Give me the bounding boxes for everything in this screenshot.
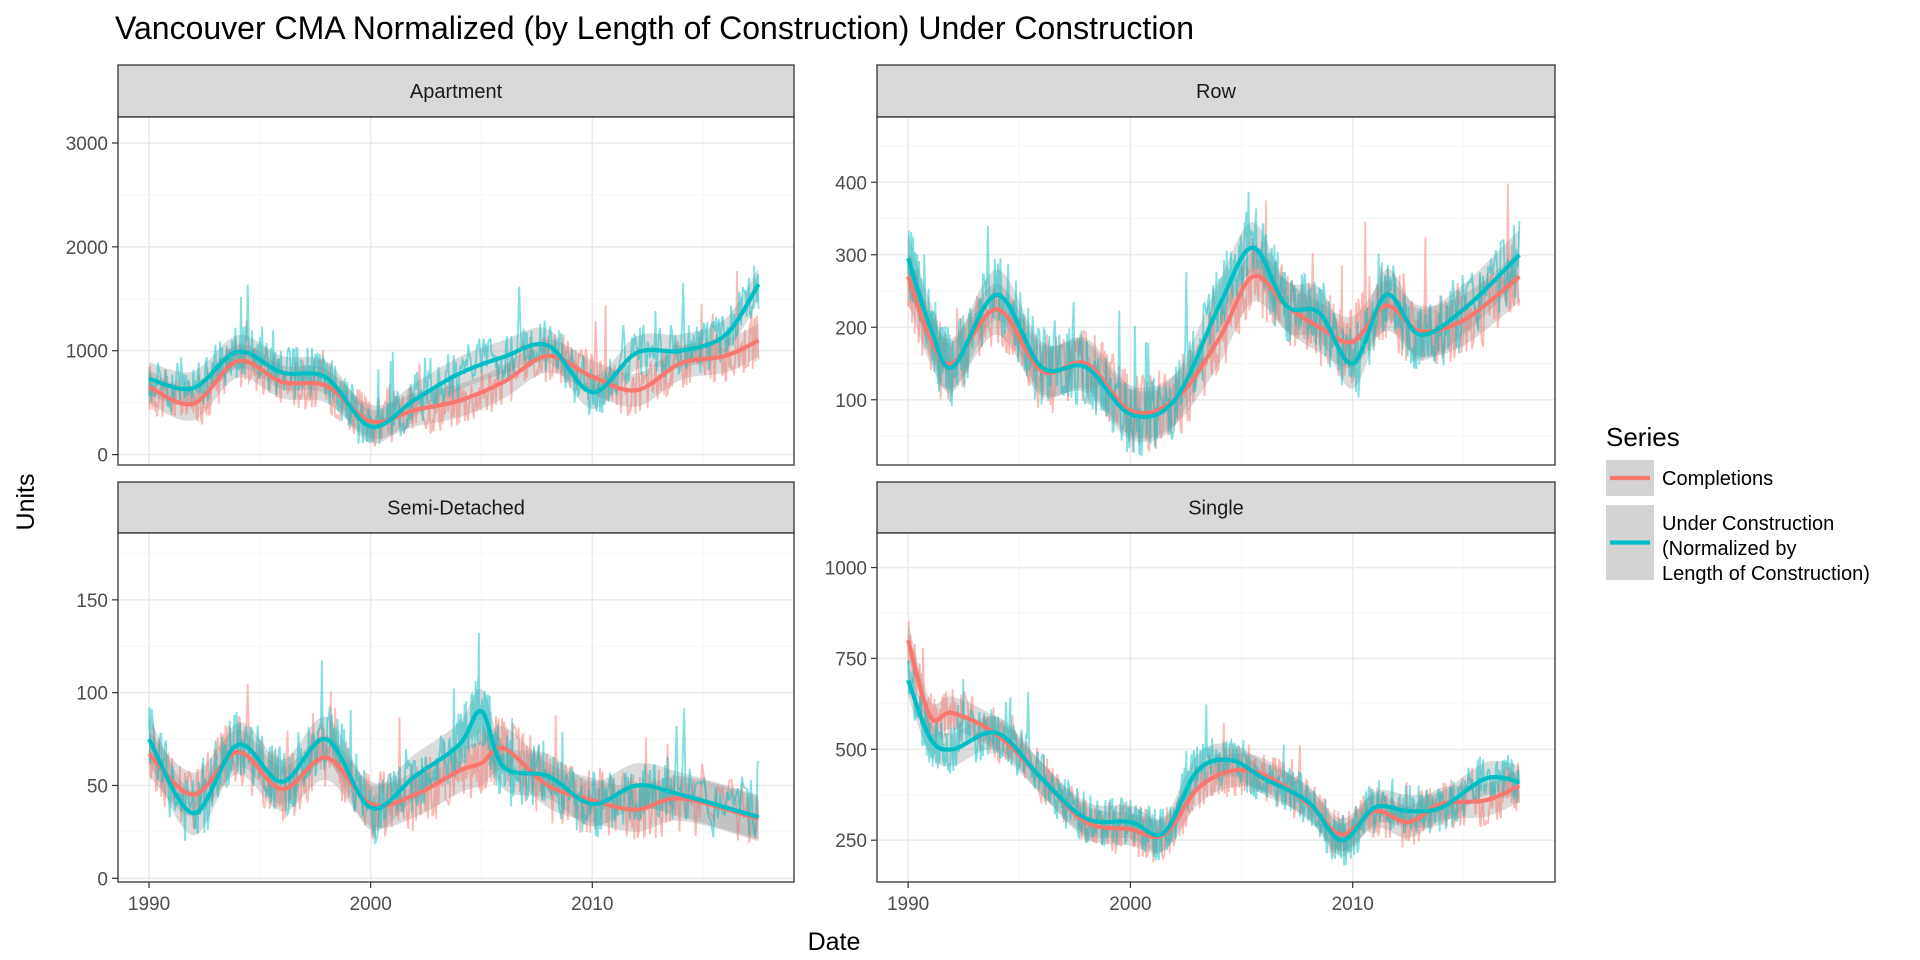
panel-border: [876, 116, 1556, 466]
legend-entry-label: Under Construction: [1662, 513, 1834, 535]
legend-entry-label: Length of Construction): [1662, 563, 1870, 585]
y-tick-label: 0: [97, 869, 108, 890]
y-tick-label: 400: [835, 173, 867, 194]
legend: Series Completions Under Construction (Nor…: [1606, 422, 1870, 585]
y-tick-label: 300: [835, 246, 867, 267]
panel-border: [876, 532, 1556, 883]
series-raw-line: [907, 660, 1521, 866]
y-tick-label: 500: [835, 740, 867, 761]
y-tick-label: 3000: [66, 134, 108, 155]
facet-panel-apartment: Apartment 0 1000 2000 3000: [66, 64, 795, 467]
x-tick-label: 2010: [1332, 894, 1374, 915]
facet-strip-label: Row: [1196, 81, 1237, 103]
series-raw-line: [907, 191, 1521, 457]
series-smooth-line: [906, 679, 1520, 843]
x-tick-label: 1990: [887, 894, 929, 915]
legend-title: Series: [1606, 422, 1680, 452]
series-smooth-line: [906, 245, 1521, 419]
y-tick-label: 150: [76, 591, 108, 612]
x-axis-title: Date: [808, 928, 861, 956]
facet-strip: [876, 64, 1556, 118]
y-axis-title: Units: [12, 474, 40, 531]
facet-panels: Apartment0100020003000Row100200300400Sem…: [66, 64, 1556, 915]
panel-background: [118, 533, 794, 882]
facet-strip: [117, 64, 795, 118]
facet-panel-single: Single 250 500 750 1000 1990 2000 2010: [825, 481, 1556, 915]
facet-panel-semi-detached: Semi-Detached 0 50 100 150 1990 2000 2010: [76, 481, 795, 915]
legend-entry-label: (Normalized by: [1662, 538, 1796, 560]
x-tick-label: 2010: [571, 894, 613, 915]
facet-strip-label: Semi-Detached: [387, 498, 525, 520]
series-smooth-line: [906, 639, 1521, 840]
series-smooth-line: [148, 338, 760, 425]
facet-panel-row: Row 100 200 300 400: [835, 64, 1556, 466]
chart-title: Vancouver CMA Normalized (by Length of C…: [115, 10, 1194, 46]
facet-strip-label: Single: [1188, 498, 1244, 520]
series-smooth-line: [906, 273, 1521, 416]
facet-strip: [876, 481, 1556, 534]
legend-entry-label: Completions: [1662, 468, 1773, 490]
y-tick-label: 1000: [66, 342, 108, 363]
y-tick-label: 2000: [66, 238, 108, 259]
confidence-ribbon: [149, 267, 759, 444]
y-tick-label: 100: [76, 684, 108, 705]
y-tick-label: 1000: [825, 559, 867, 580]
y-tick-label: 100: [835, 391, 867, 412]
x-tick-label: 2000: [1109, 894, 1151, 915]
x-tick-label: 1990: [128, 894, 170, 915]
series-smooth-line: [147, 745, 760, 821]
y-tick-label: 750: [835, 649, 867, 670]
y-tick-label: 200: [835, 318, 867, 339]
y-tick-label: 0: [97, 446, 108, 467]
panel-border: [117, 116, 795, 466]
series-smooth-line: [147, 708, 760, 820]
series-smooth-line: [148, 283, 761, 430]
x-tick-label: 2000: [350, 894, 392, 915]
y-tick-label: 250: [835, 831, 867, 852]
y-tick-label: 50: [87, 776, 108, 797]
facet-strip-label: Apartment: [410, 81, 503, 103]
panel-border: [117, 532, 795, 883]
